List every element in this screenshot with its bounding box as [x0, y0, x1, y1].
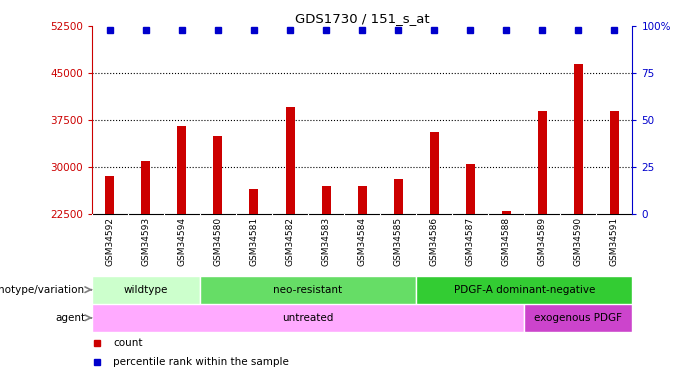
Bar	[358, 186, 367, 214]
Text: PDGF-A dominant-negative: PDGF-A dominant-negative	[454, 285, 595, 295]
Bar	[394, 179, 403, 214]
Text: GSM34585: GSM34585	[394, 217, 403, 266]
Text: percentile rank within the sample: percentile rank within the sample	[114, 357, 289, 367]
Text: GSM34591: GSM34591	[610, 217, 619, 266]
Bar	[524, 304, 632, 332]
Text: GSM34584: GSM34584	[358, 217, 367, 266]
Bar	[416, 276, 632, 304]
Bar	[250, 189, 258, 214]
Bar	[105, 176, 114, 214]
Bar	[466, 164, 475, 214]
Text: count: count	[114, 338, 143, 348]
Text: GSM34586: GSM34586	[430, 217, 439, 266]
Text: GSM34587: GSM34587	[466, 217, 475, 266]
Bar	[322, 186, 330, 214]
Text: GSM34581: GSM34581	[250, 217, 258, 266]
Bar	[538, 111, 547, 214]
Text: GSM34594: GSM34594	[177, 217, 186, 266]
Bar	[141, 160, 150, 214]
Bar	[502, 211, 511, 214]
Bar	[610, 111, 619, 214]
Text: GSM34589: GSM34589	[538, 217, 547, 266]
Bar	[92, 304, 524, 332]
Text: genotype/variation: genotype/variation	[0, 285, 85, 295]
Text: exogenous PDGF: exogenous PDGF	[534, 313, 622, 323]
Bar	[200, 276, 416, 304]
Text: untreated: untreated	[282, 313, 334, 323]
Text: neo-resistant: neo-resistant	[273, 285, 343, 295]
Bar	[574, 64, 583, 214]
Bar	[214, 136, 222, 214]
Text: agent: agent	[55, 313, 85, 323]
Text: GSM34582: GSM34582	[286, 217, 294, 266]
Title: GDS1730 / 151_s_at: GDS1730 / 151_s_at	[295, 12, 429, 25]
Text: wildtype: wildtype	[124, 285, 168, 295]
Text: GSM34588: GSM34588	[502, 217, 511, 266]
Bar	[286, 108, 294, 214]
Bar	[92, 276, 200, 304]
Text: GSM34590: GSM34590	[574, 217, 583, 266]
Text: GSM34583: GSM34583	[322, 217, 330, 266]
Text: GSM34592: GSM34592	[105, 217, 114, 266]
Bar	[430, 132, 439, 214]
Text: GSM34593: GSM34593	[141, 217, 150, 266]
Text: GSM34580: GSM34580	[214, 217, 222, 266]
Bar	[177, 126, 186, 214]
